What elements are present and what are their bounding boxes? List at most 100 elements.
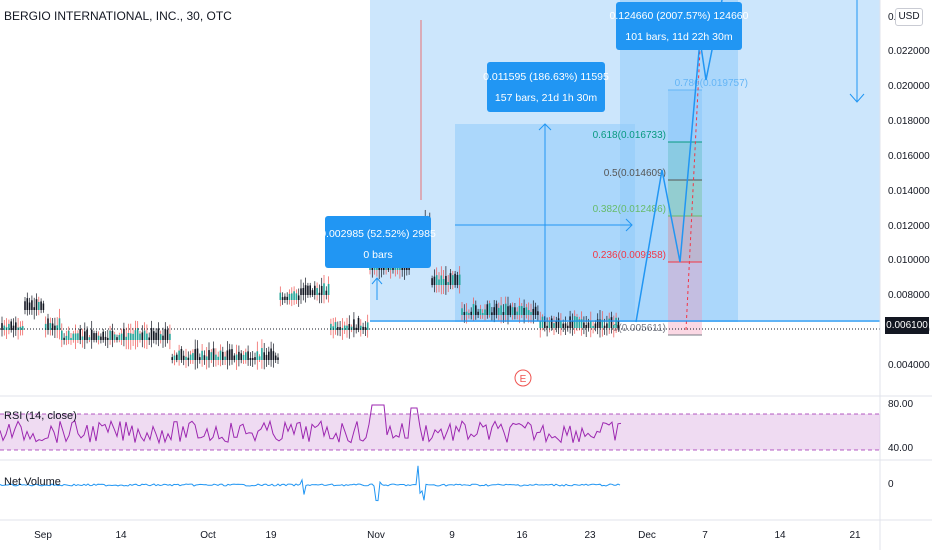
candle-body [231, 349, 233, 360]
candle-body [580, 319, 583, 328]
projection-path[interactable] [635, 0, 723, 323]
candle-body [297, 295, 300, 300]
candle-body [527, 310, 530, 315]
candle-body [265, 354, 268, 360]
candle-body [270, 348, 272, 360]
candle-body [606, 323, 608, 328]
candle-body [615, 317, 617, 328]
price-tick: 0.014000 [888, 186, 930, 197]
candle-body [472, 303, 475, 315]
candle-body [435, 275, 438, 285]
candle-body [571, 321, 574, 328]
candle-body [120, 333, 123, 340]
price-tick: 0.020000 [888, 81, 930, 92]
measure-mid-arrow [625, 218, 633, 232]
symbol-title[interactable]: BERGIO INTERNATIONAL, INC., 30, OTC [4, 9, 232, 23]
candle-body [546, 325, 548, 328]
earnings-event-icon[interactable] [514, 369, 532, 387]
candle-body [240, 353, 242, 360]
measure-box-3-line1: 0.124660 (2007.57%) 124660 [610, 10, 749, 22]
candle-body [226, 350, 229, 360]
time-label: 7 [702, 530, 708, 541]
candle-body [84, 331, 86, 340]
candle-body [484, 309, 486, 315]
measure-box-2-line2: 157 bars, 21d 1h 30m [495, 92, 597, 104]
candle-body [251, 357, 254, 360]
candle-body [343, 325, 346, 330]
candle-body [452, 275, 454, 285]
time-label: 16 [516, 530, 528, 541]
candle-body [309, 285, 311, 295]
candle-body [293, 291, 295, 300]
candle-body [171, 357, 173, 360]
measure-box-2-line1: 0.011595 (186.63%) 11595 [483, 71, 609, 83]
candle-body [40, 301, 42, 310]
candle-body [217, 356, 219, 360]
candle-body [185, 356, 187, 360]
fib-label-382: 0.382(0.012486) [593, 204, 666, 215]
candle-body [291, 293, 293, 300]
rsi-band [0, 414, 880, 450]
candle-body [592, 325, 594, 328]
candle-body [479, 309, 482, 315]
time-axis[interactable]: Sep 14 Oct 19 Nov 9 16 23 Dec 7 14 21 [34, 530, 861, 541]
candle-body [143, 330, 146, 340]
candle-body [318, 292, 321, 295]
measure-box-3[interactable] [616, 2, 742, 50]
price-axis[interactable]: 0.0 0.022000 0.020000 0.018000 0.016000 … [888, 12, 930, 490]
earnings-event-label: E [520, 374, 527, 385]
candle-body [26, 298, 29, 310]
fib-band-236 [668, 262, 702, 335]
candle-body [468, 312, 470, 315]
candle-body [1, 323, 3, 330]
candle-body [118, 334, 121, 340]
candle-body [594, 323, 597, 328]
candle-body [212, 348, 215, 360]
candle-body [19, 326, 22, 330]
candle-body [187, 357, 190, 360]
candle-body [205, 356, 208, 360]
candle-body [433, 276, 436, 285]
candle-body [576, 316, 578, 328]
candle-body [302, 288, 305, 295]
candle-body [222, 351, 224, 360]
candle-body [325, 290, 328, 295]
candle-body [521, 306, 523, 315]
candle-body [461, 308, 463, 315]
candle-body [307, 285, 309, 295]
candle-body [445, 275, 447, 285]
candle-body [438, 279, 440, 285]
rsi-line[interactable] [0, 404, 622, 445]
candle-body [327, 283, 330, 295]
measure-zone-3[interactable] [620, 0, 738, 322]
fib-band-786 [668, 90, 702, 142]
measure-box-3-line2: 101 bars, 11d 22h 30m [625, 31, 732, 43]
candle-body [362, 326, 364, 330]
candle-body [3, 325, 6, 330]
fib-label-618: 0.618(0.016733) [593, 130, 666, 141]
net-volume-line[interactable] [0, 465, 621, 502]
measure-box-2[interactable] [487, 62, 605, 112]
candle-body [583, 322, 585, 328]
candle-body [235, 354, 238, 360]
candle-body [97, 335, 100, 340]
candle-body [274, 355, 277, 360]
measure-box-1[interactable] [325, 216, 431, 268]
candle-body [408, 266, 410, 270]
fib-label-786: 0.786(0.019757) [675, 78, 748, 89]
candle-body [518, 305, 521, 315]
candle-body [454, 273, 456, 285]
rsi-legend[interactable]: RSI (14, close) [4, 410, 77, 422]
net-volume-legend[interactable]: Net Volume [4, 476, 61, 488]
candle-body [608, 318, 610, 328]
candle-body [130, 333, 132, 340]
candle-body [590, 320, 592, 328]
currency-button[interactable]: USD [895, 8, 923, 26]
candle-body [334, 322, 337, 330]
candle-body [247, 351, 249, 360]
candle-body [596, 319, 599, 328]
candle-body [523, 307, 525, 315]
time-label: Dec [638, 530, 656, 541]
candle-body [51, 323, 54, 330]
